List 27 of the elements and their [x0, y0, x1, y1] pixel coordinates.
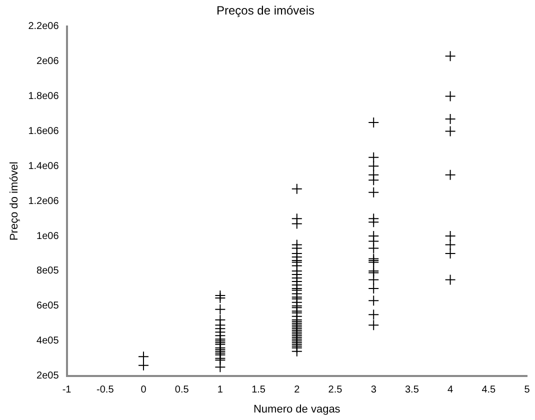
- y-tick-label: 1.2e06: [28, 196, 60, 207]
- x-axis-title: Numero de vagas: [253, 403, 341, 416]
- y-tick-label: 8e05: [36, 266, 60, 277]
- y-tick-label: 1.8e06: [28, 91, 60, 102]
- y-tick-label: 2.2e06: [28, 21, 60, 32]
- x-tick-label: 2: [294, 384, 300, 396]
- y-tick-label: 1.6e06: [28, 126, 60, 137]
- x-tick-label: 4: [448, 384, 454, 396]
- y-axis-title: Preço do imóvel: [8, 162, 21, 241]
- y-tick-label: 1e06: [36, 230, 60, 242]
- x-tick-label: 1: [217, 384, 224, 396]
- x-tick-label: -0.5: [96, 384, 114, 396]
- y-tick-label: 2e05: [36, 370, 60, 382]
- x-tick-label: 1.5: [252, 384, 266, 396]
- y-tick-label: 6e05: [36, 300, 60, 312]
- x-tick-label: 3: [370, 384, 377, 396]
- y-tick-label: 2e06: [36, 56, 60, 68]
- y-tick-label: 4e05: [36, 336, 60, 347]
- x-tick-label: 2.5: [328, 384, 343, 396]
- x-tick-label: 3.5: [404, 384, 420, 396]
- x-tick-label: 0.5: [174, 384, 190, 396]
- x-tick-label: 4.5: [482, 384, 496, 396]
- x-tick-label: 0: [140, 384, 147, 396]
- chart-title: Preços de imóveis: [216, 4, 315, 18]
- y-tick-label: 1.4e06: [28, 160, 60, 172]
- x-tick-label: -1: [62, 384, 72, 396]
- x-tick-label: 5: [524, 384, 530, 396]
